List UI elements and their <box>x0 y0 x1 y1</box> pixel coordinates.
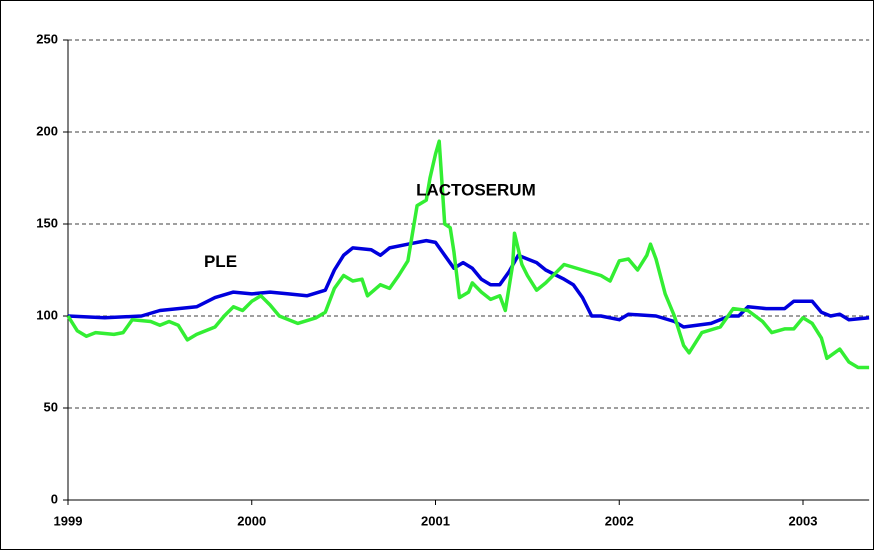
y-tick-label: 150 <box>36 215 58 230</box>
y-tick-label: 0 <box>51 491 58 506</box>
x-tick-label: 2002 <box>605 513 634 528</box>
y-tick-label: 100 <box>36 307 58 322</box>
x-tick-label: 1999 <box>54 513 83 528</box>
x-tick-label: 2000 <box>237 513 266 528</box>
y-tick-label: 250 <box>36 31 58 46</box>
y-tick-label: 200 <box>36 123 58 138</box>
series-line <box>66 139 870 370</box>
x-tick-label: 2003 <box>789 513 818 528</box>
y-tick-label: 50 <box>44 399 58 414</box>
series-label: PLE <box>204 252 237 271</box>
series-label: LACTOSERUM <box>416 180 536 199</box>
series-line <box>67 238 870 329</box>
x-tick-label: 2001 <box>421 513 450 528</box>
